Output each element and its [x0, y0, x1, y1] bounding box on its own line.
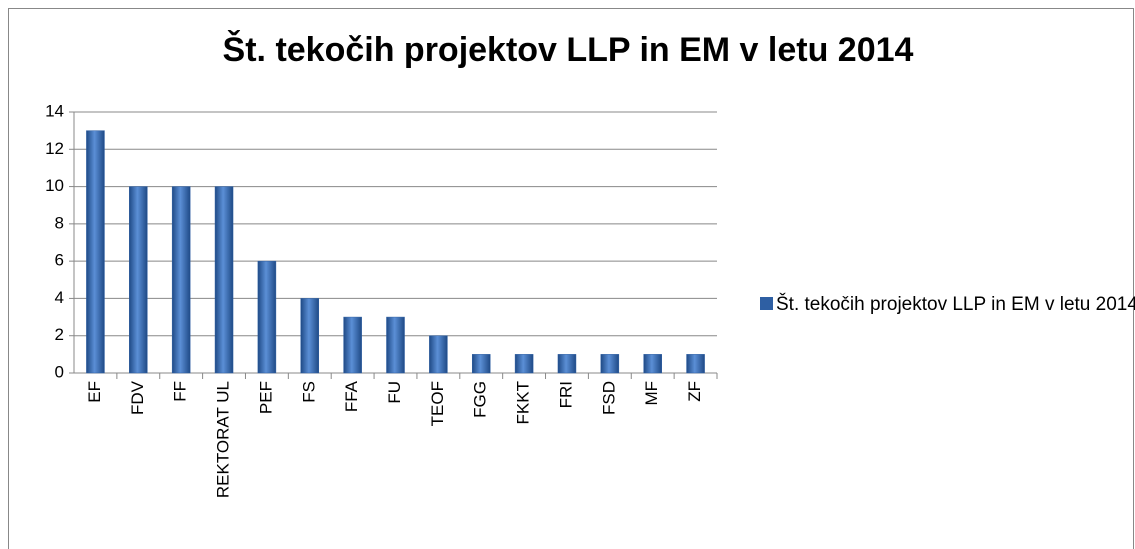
bar: [386, 316, 405, 374]
x-tick-label: FDV: [128, 380, 147, 415]
y-tick-label: 14: [45, 101, 64, 120]
x-tick-label: FFA: [342, 380, 361, 412]
bar: [471, 354, 491, 374]
x-tick-label: ZF: [685, 381, 704, 402]
chart-title: Št. tekočih projektov LLP in EM v letu 2…: [223, 30, 914, 69]
bar: [686, 354, 705, 374]
x-tick-label: FGG: [471, 381, 490, 418]
x-tick-label: FS: [299, 381, 318, 403]
y-tick-label: 12: [45, 139, 64, 158]
x-tick-label: FU: [385, 381, 404, 404]
legend-swatch: [760, 297, 773, 310]
bar: [557, 354, 577, 374]
legend-label: Št. tekočih projektov LLP in EM v letu 2…: [776, 294, 1135, 315]
x-tick-label: MF: [642, 381, 661, 406]
x-tick-label: FRI: [556, 381, 575, 408]
y-tick-label: 0: [55, 362, 64, 381]
x-tick-label: FSD: [599, 381, 618, 415]
bar: [171, 186, 191, 374]
x-tick-label: PEF: [256, 381, 275, 414]
bar: [214, 186, 234, 374]
x-tick-label: TEOF: [428, 381, 447, 426]
y-tick-label: 6: [55, 251, 64, 270]
x-tick-label: EF: [85, 381, 104, 403]
bar: [129, 186, 148, 374]
x-tick-label: FKKT: [514, 381, 533, 424]
y-tick-label: 10: [45, 176, 64, 195]
y-tick-label: 8: [55, 213, 64, 232]
bar: [257, 260, 277, 374]
x-tick-label: REKTORAT UL: [214, 381, 233, 498]
bar: [600, 354, 620, 374]
bar: [429, 335, 448, 374]
bar: [643, 354, 662, 374]
bar: [300, 298, 320, 374]
bar: [86, 130, 105, 374]
x-tick-label: FF: [171, 381, 190, 402]
bar: [343, 316, 362, 374]
bar: [514, 354, 534, 374]
chart-frame: [8, 8, 1134, 549]
y-tick-label: 4: [55, 288, 64, 307]
y-tick-label: 2: [55, 325, 64, 344]
